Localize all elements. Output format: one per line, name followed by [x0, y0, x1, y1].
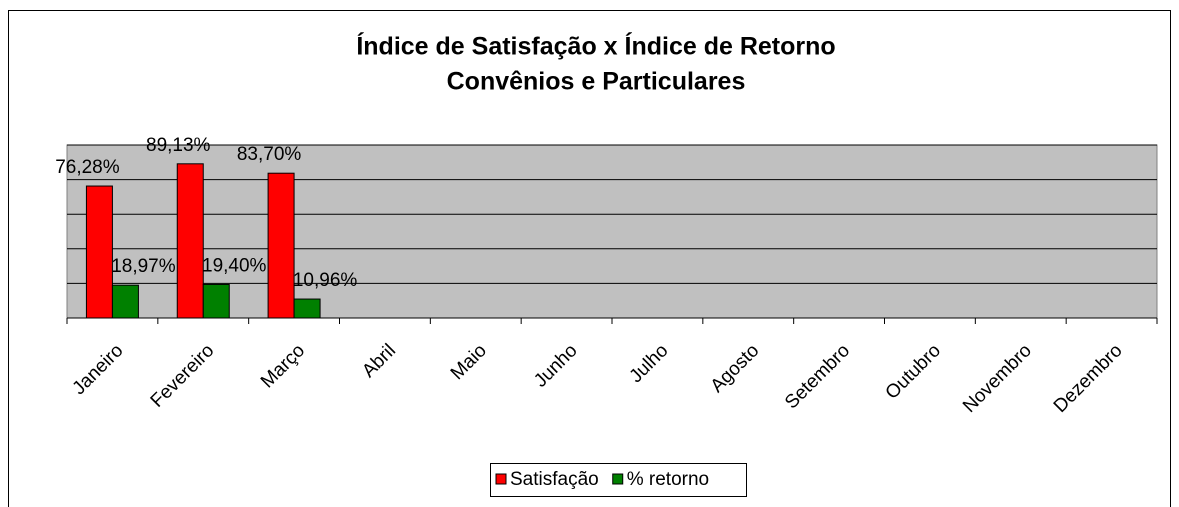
bar [111, 284, 139, 319]
data-label: 18,97% [111, 256, 176, 277]
legend-swatch [495, 473, 507, 485]
chart-title: Índice de Satisfação x Índice de Retorno [356, 32, 835, 61]
plot-area [66, 144, 1158, 319]
bar [85, 185, 113, 319]
bar [293, 298, 321, 319]
legend-label: Satisfação [510, 469, 599, 490]
data-label: 83,70% [237, 144, 302, 165]
legend-swatch [612, 473, 624, 485]
legend-label: % retorno [627, 469, 709, 490]
data-label: 76,28% [55, 157, 120, 178]
data-label: 19,40% [202, 255, 267, 276]
bar [267, 172, 295, 319]
data-label: 89,13% [146, 135, 211, 156]
bar [202, 283, 230, 319]
data-label: 10,96% [293, 270, 358, 291]
bar [176, 163, 204, 319]
chart-subtitle: Convênios e Particulares [447, 68, 746, 96]
